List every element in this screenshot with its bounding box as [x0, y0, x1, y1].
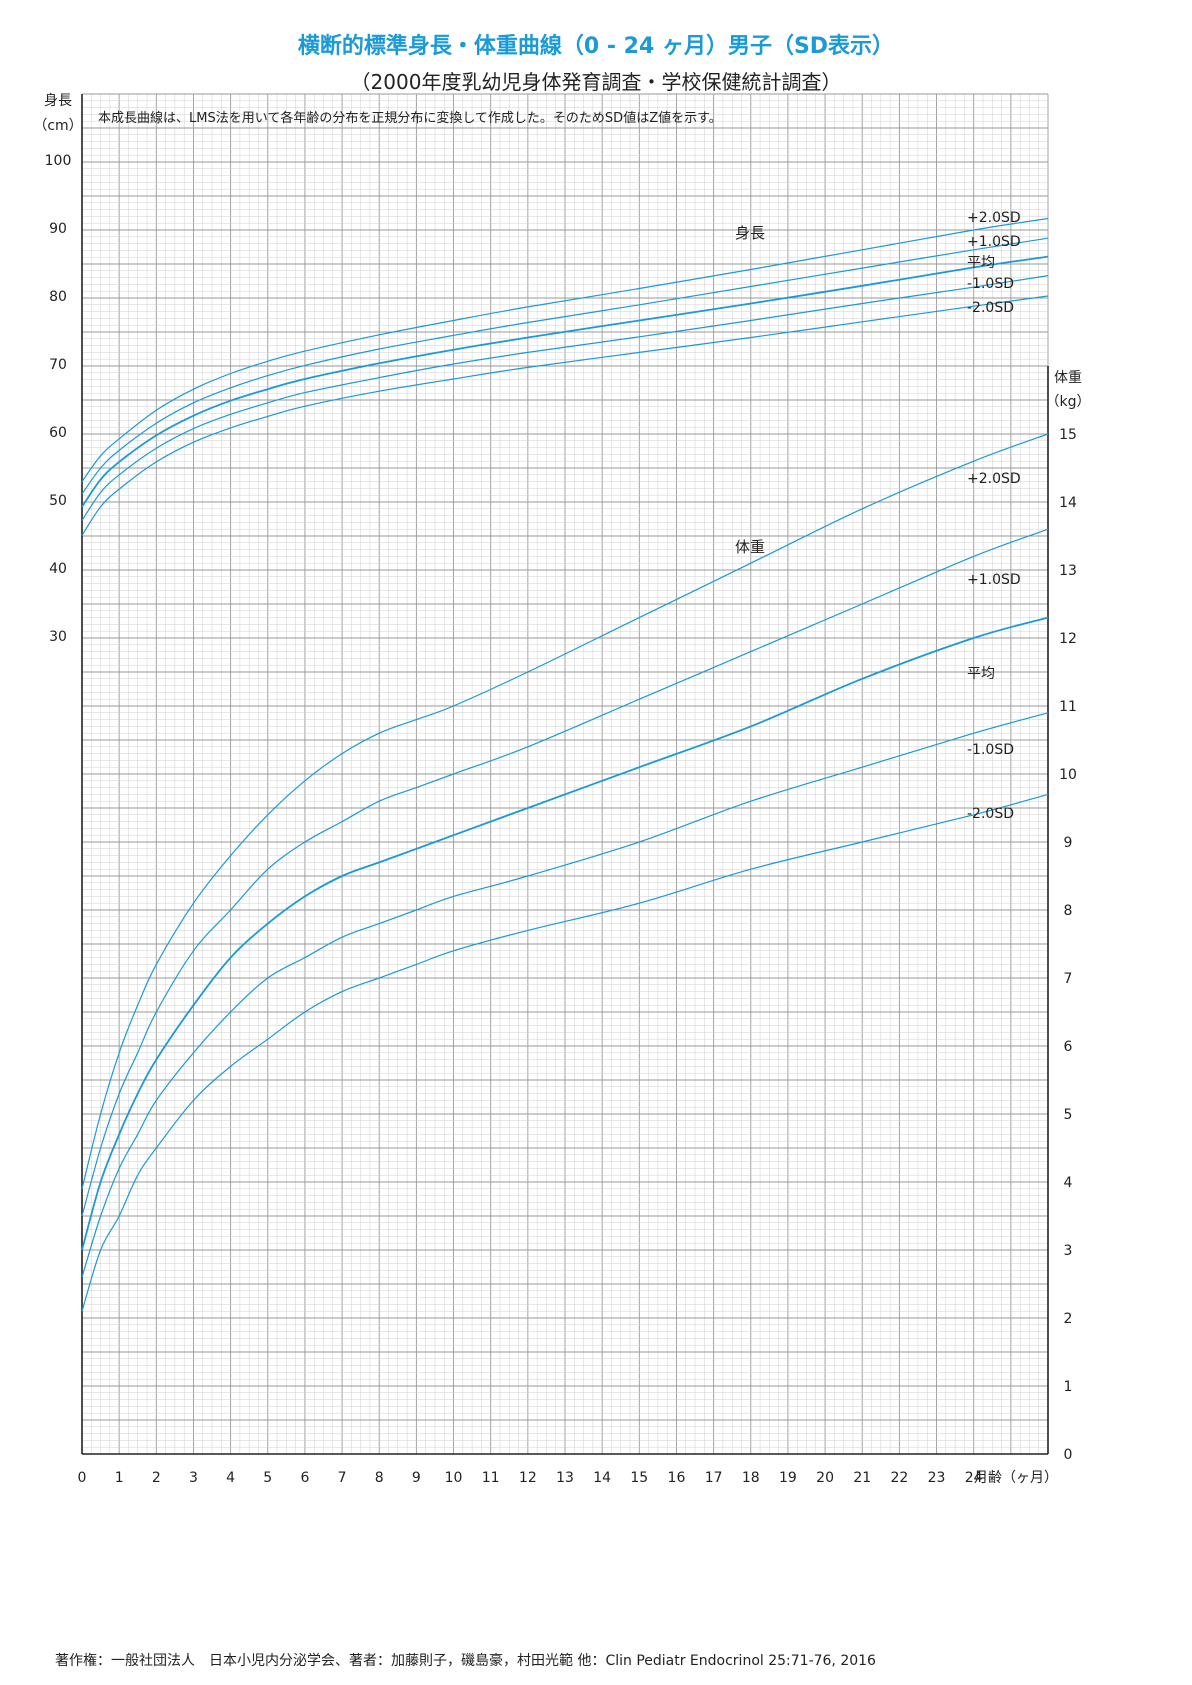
height-tick-label: 30 — [49, 629, 67, 645]
grid — [81, 93, 1049, 1455]
x-tick-label: 14 — [593, 1470, 611, 1486]
x-tick-label: 5 — [263, 1470, 272, 1486]
height-series-label: 平均 — [967, 255, 995, 271]
weight-series-label: 平均 — [967, 666, 995, 682]
x-tick-label: 23 — [928, 1470, 946, 1486]
weight-curve — [81, 712, 1049, 1278]
x-tick-label: 17 — [705, 1470, 723, 1486]
weight-tick-label: 5 — [1064, 1107, 1073, 1123]
x-tick-label: 0 — [78, 1470, 87, 1486]
x-tick-label: 18 — [742, 1470, 760, 1486]
height-series-label: +1.0SD — [967, 234, 1021, 250]
height-curve — [81, 237, 1049, 495]
height-curve — [81, 295, 1049, 536]
weight-curve — [81, 793, 1049, 1312]
weight-tick-label: 13 — [1059, 563, 1077, 579]
x-tick-label: 7 — [338, 1470, 347, 1486]
x-tick-label: 12 — [519, 1470, 537, 1486]
method-note: 本成長曲線は、LMS法を用いて各年齢の分布を正規分布に変換して作成した。そのため… — [98, 110, 722, 126]
x-tick-label: 9 — [412, 1470, 421, 1486]
x-tick-label: 6 — [300, 1470, 309, 1486]
weight-curve — [81, 616, 1049, 1251]
weight-axis-label: 体重 — [1054, 370, 1082, 386]
weight-tick-label: 2 — [1064, 1311, 1073, 1327]
x-tick-label: 1 — [115, 1470, 124, 1486]
x-tick-label: 10 — [445, 1470, 463, 1486]
height-tick-label: 40 — [49, 561, 67, 577]
x-tick-label: 24 — [965, 1470, 983, 1486]
weight-tick-label: 3 — [1064, 1243, 1073, 1259]
x-tick-label: 16 — [668, 1470, 686, 1486]
x-tick-label: 11 — [482, 1470, 500, 1486]
x-tick-label: 21 — [853, 1470, 871, 1486]
weight-series-label: -1.0SD — [967, 742, 1014, 758]
x-tick-label: 3 — [189, 1470, 198, 1486]
height-tick-label: 70 — [49, 357, 67, 373]
height-curve — [81, 217, 1049, 482]
chart-title: 横断的標準身長・体重曲線（0 - 24 ヶ月）男子（SD表示） — [297, 34, 895, 59]
height-axis-label: 身長 — [44, 93, 72, 109]
x-tick-label: 19 — [779, 1470, 797, 1486]
height-curve — [81, 275, 1049, 521]
weight-tick-label: 0 — [1064, 1447, 1073, 1463]
weight-axis-unit: （kg） — [1046, 394, 1091, 410]
height-tick-label: 60 — [49, 425, 67, 441]
height-tick-label: 90 — [49, 221, 67, 237]
x-tick-label: 8 — [375, 1470, 384, 1486]
height-axis-unit: （cm） — [33, 118, 82, 134]
weight-tick-label: 4 — [1064, 1175, 1073, 1191]
chart-subtitle: （2000年度乳幼児身体発育調査・学校保健統計調査） — [350, 70, 842, 94]
height-series-label: -2.0SD — [967, 300, 1014, 316]
x-tick-label: 2 — [152, 1470, 161, 1486]
height-tick-label: 100 — [45, 153, 72, 169]
height-tick-label: 80 — [49, 289, 67, 305]
height-group-label: 身長 — [735, 224, 765, 242]
weight-tick-label: 9 — [1064, 835, 1073, 851]
weight-series-label: +1.0SD — [967, 572, 1021, 588]
height-curve — [81, 255, 1049, 508]
weight-tick-label: 7 — [1064, 971, 1073, 987]
x-axis-label: 月齢（ヶ月） — [974, 1470, 1058, 1486]
weight-tick-label: 6 — [1064, 1039, 1073, 1055]
x-tick-label: 20 — [816, 1470, 834, 1486]
copyright-footer: 著作権：一般社団法人 日本小児内分泌学会、著者：加藤則子，磯島豪，村田光範 他：… — [55, 1653, 876, 1669]
weight-tick-label: 14 — [1059, 495, 1077, 511]
x-tick-label: 15 — [630, 1470, 648, 1486]
x-tick-label: 4 — [226, 1470, 235, 1486]
x-tick-label: 13 — [556, 1470, 574, 1486]
weight-tick-label: 1 — [1064, 1379, 1073, 1395]
weight-series-label: +2.0SD — [967, 471, 1021, 487]
weight-curve — [81, 528, 1049, 1217]
weight-tick-label: 8 — [1064, 903, 1073, 919]
weight-tick-label: 12 — [1059, 631, 1077, 647]
weight-series-label: -2.0SD — [967, 806, 1014, 822]
weight-tick-label: 11 — [1059, 699, 1077, 715]
height-series-label: +2.0SD — [967, 210, 1021, 226]
height-series-label: -1.0SD — [967, 276, 1014, 292]
x-tick-label: 22 — [890, 1470, 908, 1486]
weight-curve — [81, 433, 1049, 1189]
weight-group-label: 体重 — [735, 538, 765, 556]
weight-tick-label: 10 — [1059, 767, 1077, 783]
weight-tick-label: 15 — [1059, 427, 1077, 443]
height-tick-label: 50 — [49, 493, 67, 509]
